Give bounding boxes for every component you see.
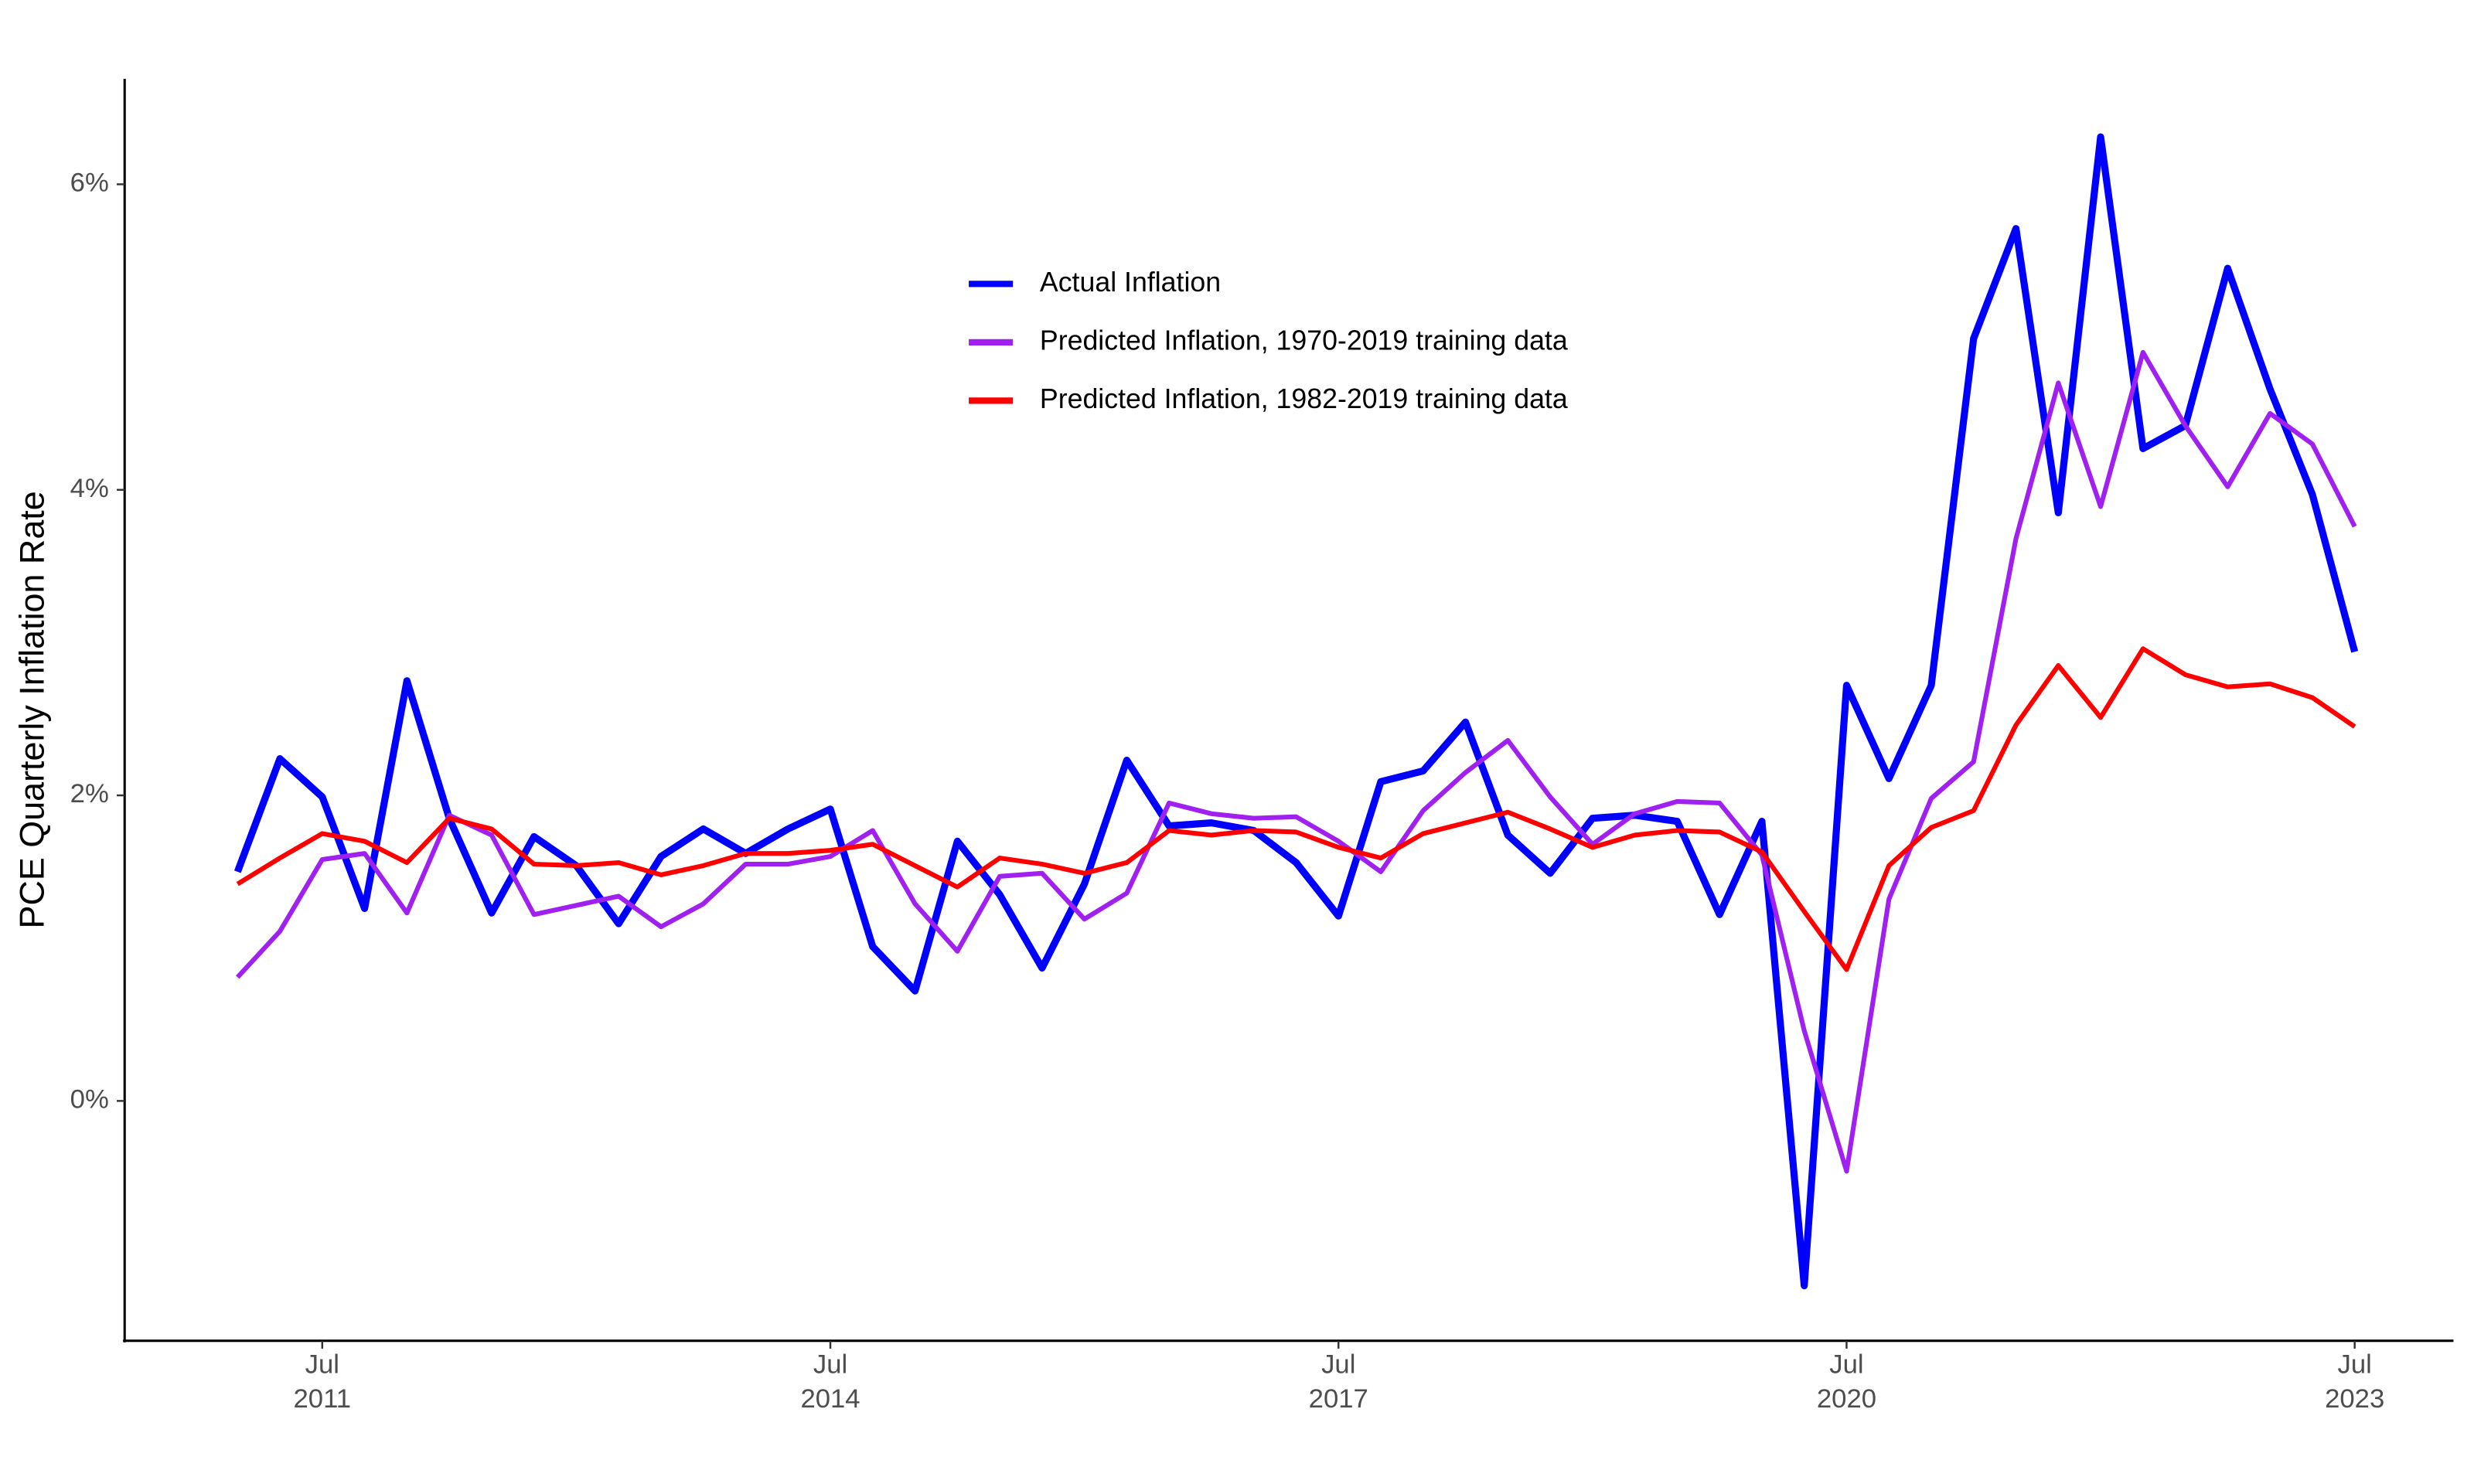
- y-axis-label: PCE Quarterly Inflation Rate: [12, 491, 52, 928]
- x-tick-label-line: 2017: [1309, 1384, 1368, 1414]
- x-tick-label-line: Jul: [1321, 1350, 1355, 1380]
- y-tick-label: 0%: [70, 1085, 109, 1115]
- series-line: [236, 646, 2356, 972]
- x-tick-label-line: Jul: [813, 1350, 847, 1380]
- x-tick-label-line: 2023: [2325, 1384, 2384, 1414]
- x-tick-label: Jul 2014: [800, 1350, 860, 1414]
- x-tick-label: Jul 2017: [1309, 1350, 1368, 1414]
- legend-label: Predicted Inflation, 1982-2019 training …: [1040, 383, 1568, 414]
- x-tick-label-line: 2020: [1817, 1384, 1876, 1414]
- x-tick-label-line: Jul: [1829, 1350, 1863, 1380]
- legend-label: Predicted Inflation, 1970-2019 training …: [1040, 325, 1568, 356]
- legend-label: Actual Inflation: [1040, 267, 1221, 298]
- x-tick-label: Jul 2020: [1817, 1350, 1876, 1414]
- y-tick-label: 2%: [70, 779, 109, 808]
- series-line: [236, 349, 2357, 1174]
- x-tick-label-line: 2014: [800, 1384, 860, 1414]
- x-tick-label-line: Jul: [2338, 1350, 2372, 1380]
- y-tick-label: 4%: [70, 474, 109, 503]
- series-line: [233, 133, 2359, 1290]
- x-tick-label-line: 2011: [294, 1384, 352, 1414]
- x-tick-label-line: Jul: [305, 1350, 339, 1380]
- y-tick-label: 6%: [70, 168, 109, 198]
- x-tick-label: Jul 2011: [294, 1350, 352, 1414]
- x-tick-label: Jul 2023: [2325, 1350, 2384, 1414]
